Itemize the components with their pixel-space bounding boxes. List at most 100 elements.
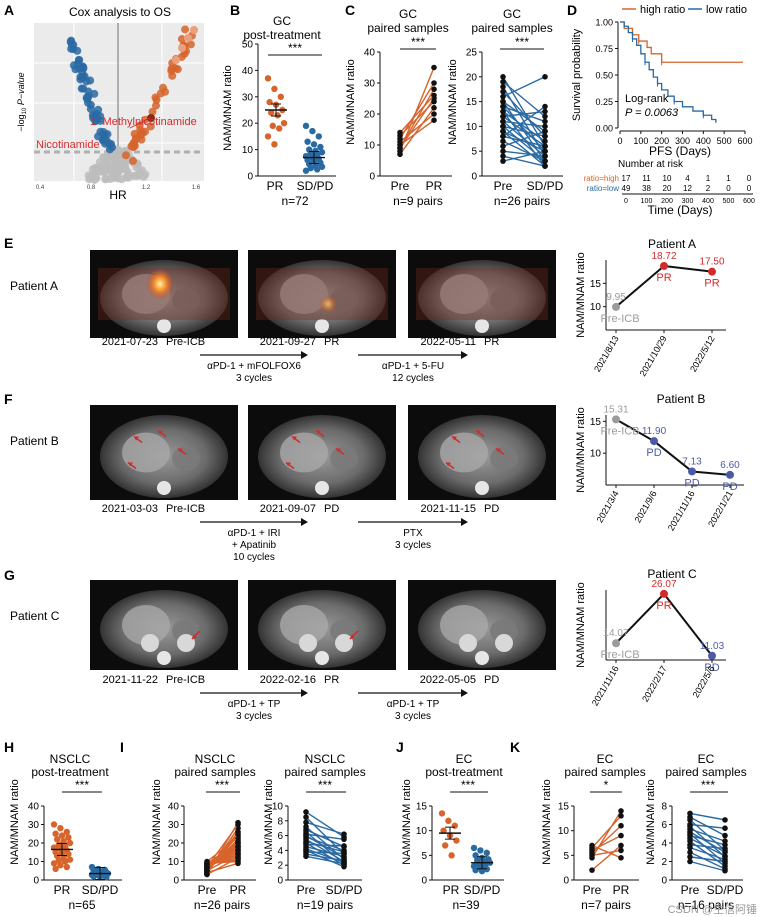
panel-a-xtick: 1.6 [192,185,201,191]
pair-line [502,120,546,128]
stomach-region [490,619,518,643]
pair-point-pre [500,83,506,90]
volcano-point-low [99,128,108,137]
pair-point-post [618,822,624,829]
treatment-line: PTX [403,528,423,539]
kidney-right [495,634,513,652]
y-tick-label: 0 [33,876,39,887]
pair-point-post [235,860,241,867]
scan-status: PR [324,674,339,686]
pair-point-post [542,158,548,164]
arrow-head-icon [336,448,341,453]
y-tick-label: 2 [277,861,283,872]
volcano-point-high [130,142,139,151]
y-tick-label: 30 [242,92,254,103]
y-tick-label: 15 [558,802,570,813]
volcano-point-ns [100,153,109,162]
panel-letter-h: H [4,739,14,755]
y-tick-label: 10 [168,857,180,868]
volcano-point-high [137,129,146,138]
y-tick-label: 10 [272,802,284,813]
pair-point-pre [204,871,210,878]
volcano-point-top [178,44,186,52]
treatment-line: 12 cycles [392,373,434,384]
pair-point-post [235,830,241,837]
arrow-head-icon [158,430,163,435]
pair-line [689,831,726,853]
pair-point-pre [589,867,595,873]
patient-label: Patient C [10,609,60,623]
liver-region [440,605,488,645]
panel-a-label-mnam: 1−Methylnicotinamide [90,116,197,128]
panel-letter-i: I [120,739,124,755]
data-point [302,167,310,174]
pair-point-post [341,836,347,843]
y-tick-label: 5 [563,851,569,862]
panel-j-x-pr: PR [443,883,460,897]
panel-j-ylabel: NAM/MNAM ratio [401,779,413,865]
data-point [304,138,311,145]
vertebra [315,319,329,333]
pair-line [399,119,435,146]
data-point [453,837,460,844]
pet-overlay [416,268,548,320]
panel-k-right-axes: 0 2 4 6 8 [661,802,743,887]
panel-h-nsclc-post: NSCLC post-treatment *** 0 10 20 30 40 NAM/M… [9,752,122,912]
trend-line [615,265,665,308]
panel-a-volcano: Cox analysis to OS 1−Methylnicotinamide … [16,5,204,202]
pair-point-post [235,821,241,828]
volcano-point-low [83,98,92,107]
volcano-point-low [101,139,110,148]
volcano-point-high [186,40,195,49]
panel-letter-b: B [230,2,240,18]
treatment-line: αPD-1 + TP [228,699,281,710]
y-tick-label: 5 [471,147,477,158]
pair-line [305,843,345,847]
risk-low-count: 49 [622,184,631,193]
panel-b-x-sdpd: SD/PD [297,179,334,193]
treatment-line: 3 cycles [395,540,431,551]
panel-c-right-n: n=26 pairs [494,194,550,208]
x-tick-label: 2022/1/21 [706,489,735,529]
pair-point-post [235,847,241,854]
data-point [268,109,275,116]
panel-a-xtick: 0.4 [36,185,45,191]
pair-point-post [341,831,347,837]
x-tick-label: 0 [617,136,622,146]
trend-line [663,593,713,657]
volcano-point-low [79,63,88,72]
risk-low-count: 0 [747,184,752,193]
panel-i-left-significance: *** [215,778,229,792]
scan-status: PR [484,336,499,348]
panel-b-significance: *** [288,41,302,55]
panel-i-right-axes: 0 2 4 6 8 10 [272,802,362,887]
data-point [60,837,67,845]
volcano-point-low [76,75,85,84]
trend-line [615,593,665,644]
kidney-right [177,634,195,652]
vertebra [315,651,329,665]
pair-point-post [431,64,437,71]
pair-point-post [542,108,548,115]
risk-low-count: 0 [726,184,731,193]
pair-line [502,101,546,132]
panel-c-right-ylabel: NAM/MNAM ratio [447,59,459,145]
volcano-point-low [94,105,103,114]
panel-h-n: n=65 [68,898,95,912]
trend-line [663,264,713,273]
scan-image [90,250,238,338]
panel-k-right-ylabel: NAM/MNAM ratio [645,779,657,865]
ratio-point [612,639,620,648]
pair-line [399,94,435,134]
data-point [103,874,110,881]
arrow-head-icon [286,462,291,467]
pair-point-pre [500,88,506,95]
y-tick-label: 0.75 [595,44,613,54]
pet-hotspot [319,295,337,313]
liver-region [440,274,488,314]
panel-b-title-1: GC [273,14,291,28]
pair-point-post [431,111,437,117]
ratio-status-label: PD [684,477,699,489]
pair-line [502,150,546,157]
